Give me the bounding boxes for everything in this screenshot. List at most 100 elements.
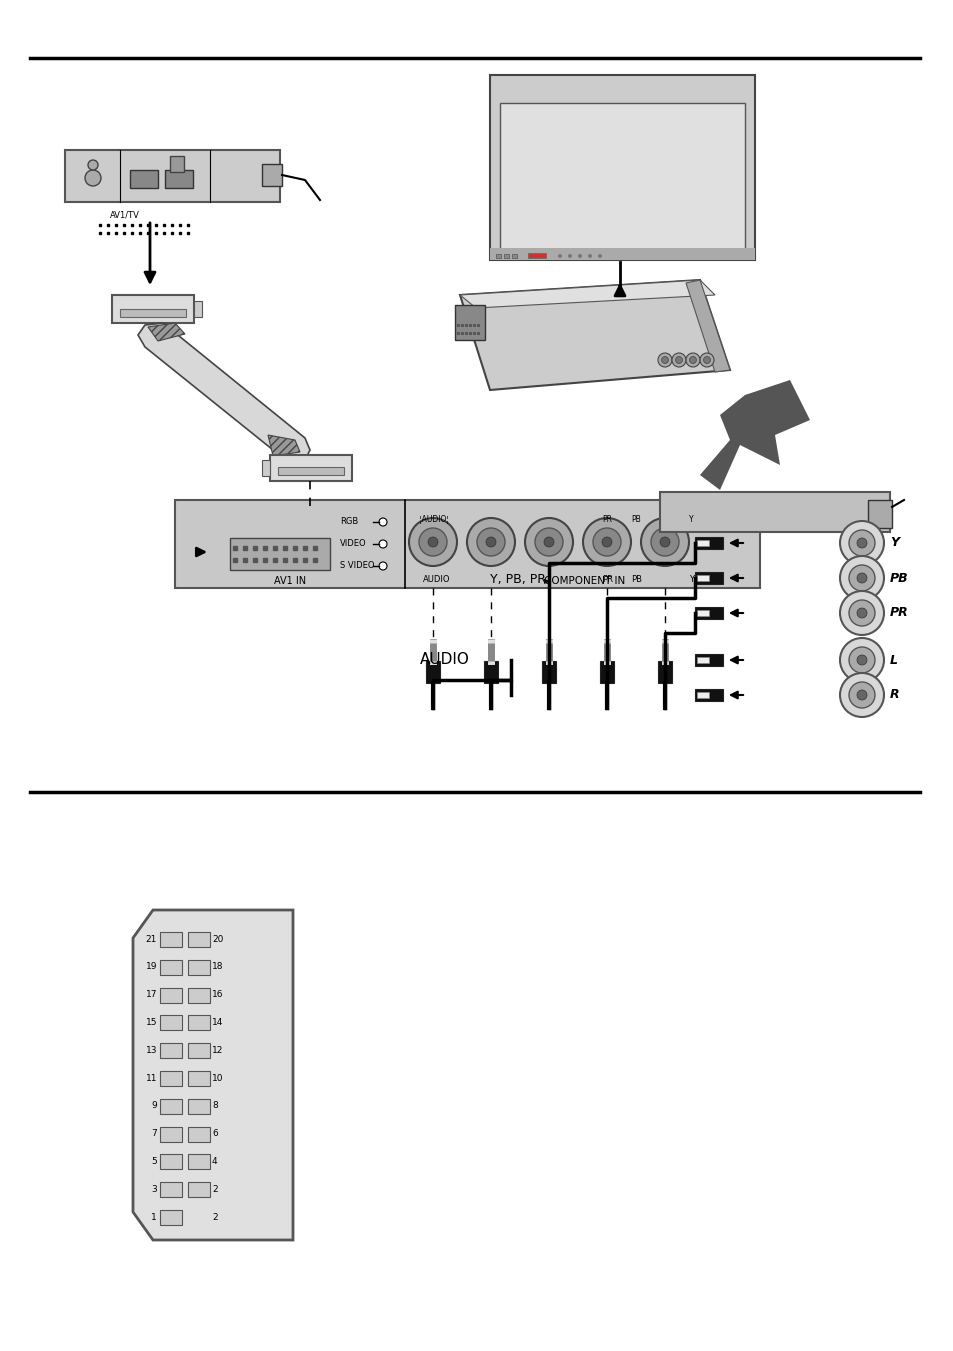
Bar xyxy=(658,661,671,684)
Bar xyxy=(174,500,760,588)
Circle shape xyxy=(476,528,504,557)
Bar xyxy=(277,467,344,476)
Text: L: L xyxy=(889,654,897,666)
Bar xyxy=(188,1155,210,1170)
Text: 2: 2 xyxy=(212,1213,217,1221)
Text: 6: 6 xyxy=(212,1129,217,1138)
Bar xyxy=(188,1098,210,1113)
Bar xyxy=(499,103,744,250)
Text: Y: Y xyxy=(688,576,693,585)
Text: 3: 3 xyxy=(152,1185,157,1194)
Circle shape xyxy=(848,530,874,557)
Bar xyxy=(188,1043,210,1058)
Text: AV1 IN: AV1 IN xyxy=(274,576,306,586)
Bar xyxy=(120,309,186,317)
Text: 10: 10 xyxy=(212,1074,223,1082)
Bar xyxy=(193,301,202,317)
Bar xyxy=(426,661,439,684)
Circle shape xyxy=(640,517,688,566)
Circle shape xyxy=(409,517,456,566)
Text: 2: 2 xyxy=(212,1185,217,1194)
Circle shape xyxy=(848,682,874,708)
Text: PB: PB xyxy=(889,571,907,585)
Bar xyxy=(455,305,484,340)
Circle shape xyxy=(702,357,710,363)
Polygon shape xyxy=(268,435,299,457)
Text: 9: 9 xyxy=(152,1101,157,1111)
Polygon shape xyxy=(459,280,714,308)
Bar xyxy=(695,689,722,701)
Text: AUDIO: AUDIO xyxy=(422,576,450,585)
Bar xyxy=(160,1210,182,1225)
Circle shape xyxy=(428,536,437,547)
Text: 11: 11 xyxy=(146,1074,157,1082)
Text: PB: PB xyxy=(630,515,640,524)
Bar xyxy=(160,1016,182,1031)
Circle shape xyxy=(700,353,713,367)
Text: 5: 5 xyxy=(152,1156,157,1166)
Bar xyxy=(188,988,210,1002)
Text: 20: 20 xyxy=(212,935,223,943)
Circle shape xyxy=(856,538,866,549)
Circle shape xyxy=(685,353,700,367)
Circle shape xyxy=(840,557,883,600)
Circle shape xyxy=(856,655,866,665)
Circle shape xyxy=(671,353,685,367)
Text: 4: 4 xyxy=(212,1156,217,1166)
Bar xyxy=(496,254,500,258)
Circle shape xyxy=(658,353,671,367)
Circle shape xyxy=(418,528,447,557)
Circle shape xyxy=(660,357,668,363)
Text: R: R xyxy=(889,689,899,701)
Bar xyxy=(695,607,722,619)
Circle shape xyxy=(848,647,874,673)
Bar xyxy=(160,1071,182,1086)
Circle shape xyxy=(848,600,874,626)
Text: PR: PR xyxy=(889,607,908,620)
Circle shape xyxy=(543,536,554,547)
Bar xyxy=(160,932,182,947)
Circle shape xyxy=(598,254,601,258)
Text: VIDEO: VIDEO xyxy=(339,539,366,549)
Circle shape xyxy=(840,673,883,717)
Bar xyxy=(160,1127,182,1142)
Bar xyxy=(527,253,545,258)
Circle shape xyxy=(848,565,874,590)
Bar xyxy=(165,170,193,188)
Text: PR: PR xyxy=(601,576,613,585)
Circle shape xyxy=(88,159,98,170)
Bar xyxy=(188,1127,210,1142)
Text: AV1/TV: AV1/TV xyxy=(110,211,140,220)
Text: 15: 15 xyxy=(146,1017,157,1027)
Circle shape xyxy=(840,521,883,565)
Bar xyxy=(659,492,889,532)
Bar xyxy=(160,1155,182,1170)
Circle shape xyxy=(840,590,883,635)
Bar xyxy=(697,540,708,546)
Circle shape xyxy=(856,690,866,700)
Bar xyxy=(188,1182,210,1197)
Polygon shape xyxy=(132,911,293,1240)
Text: Y, PB, PR: Y, PB, PR xyxy=(490,574,545,586)
Text: 12: 12 xyxy=(212,1046,223,1055)
Circle shape xyxy=(840,638,883,682)
Circle shape xyxy=(601,536,612,547)
Circle shape xyxy=(856,608,866,617)
Circle shape xyxy=(593,528,620,557)
Text: Y: Y xyxy=(889,536,898,550)
Bar xyxy=(160,988,182,1002)
Text: 14: 14 xyxy=(212,1017,223,1027)
Bar xyxy=(112,295,193,323)
Bar xyxy=(599,661,614,684)
Bar xyxy=(695,571,722,584)
Bar xyxy=(160,1043,182,1058)
Bar xyxy=(695,536,722,549)
Bar xyxy=(65,150,280,203)
Bar xyxy=(270,455,352,481)
Circle shape xyxy=(378,540,387,549)
Bar xyxy=(697,611,708,616)
Bar xyxy=(697,657,708,663)
Circle shape xyxy=(587,254,592,258)
Circle shape xyxy=(85,170,101,186)
Bar xyxy=(603,639,609,659)
